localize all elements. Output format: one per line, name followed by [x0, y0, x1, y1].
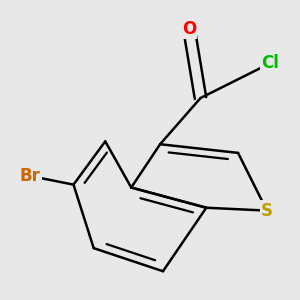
- Text: O: O: [182, 20, 196, 38]
- Text: Br: Br: [20, 167, 40, 185]
- Text: S: S: [261, 202, 273, 220]
- Text: Cl: Cl: [261, 54, 279, 72]
